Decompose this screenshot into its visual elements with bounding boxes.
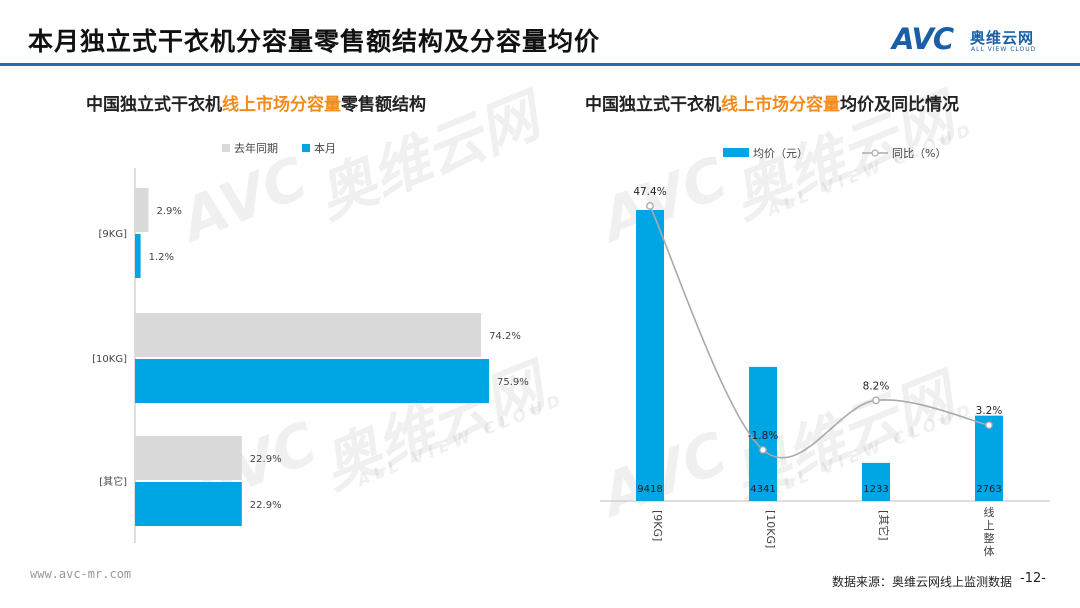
yoy-point — [985, 421, 993, 429]
category-label: [10KG] — [92, 354, 127, 365]
category-label: [9KG] — [99, 229, 128, 240]
right-chart-title: 中国独立式干衣机线上市场分容量均价及同比情况 — [585, 90, 959, 115]
legend-swatch-0 — [222, 144, 230, 152]
bar-this-month — [135, 359, 489, 403]
yoy-label: -1.8% — [748, 430, 778, 442]
left-share-chart: 去年同期 本月 [9KG] 2.9% 1.2% [10KG] 74.2% 75.9% [其它] 2… — [92, 141, 529, 543]
logo-cn: 奥维云网 — [970, 29, 1035, 47]
yoy-line — [649, 205, 990, 459]
yoy-label: 3.2% — [976, 405, 1003, 417]
category-label: [10KG] — [764, 510, 777, 548]
page-number: -12- — [1020, 571, 1046, 586]
yoy-point — [872, 396, 880, 405]
left-chart-title: 中国独立式干衣机线上市场分容量零售额结构 — [86, 90, 426, 115]
data-label: 2.9% — [157, 206, 182, 217]
bar-this-month — [135, 482, 242, 526]
data-label: 22.9% — [250, 500, 282, 511]
logo-en: ALL VIEW CLOUD — [971, 46, 1037, 53]
bar-value-label: 9418 — [637, 484, 662, 495]
bar-value-label: 1233 — [863, 484, 888, 495]
price-bar — [975, 415, 1003, 501]
yoy-point — [646, 202, 654, 210]
logo-mark: AVC — [892, 22, 954, 56]
bar-this-month — [135, 234, 141, 278]
bar-last-year — [135, 436, 242, 480]
data-label: 75.9% — [497, 377, 529, 388]
data-label: 22.9% — [250, 454, 282, 465]
header-divider — [0, 63, 1080, 66]
yoy-point — [759, 446, 767, 454]
category-label: 线上整体 — [984, 505, 995, 558]
left-title-highlight: 线上市场分容量 — [222, 95, 341, 115]
legend-label-line: 同比（%） — [892, 147, 946, 160]
right-title-highlight: 线上市场分容量 — [721, 95, 840, 115]
legend-swatch-1 — [302, 144, 310, 152]
legend-label-0: 去年同期 — [234, 141, 278, 155]
category-label: [9KG] — [651, 510, 664, 541]
data-label: 1.2% — [149, 252, 174, 263]
avc-logo: AVC 奥维云网 ALL VIEW CLOUD — [892, 24, 1062, 58]
page-title: 本月独立式干衣机分容量零售额结构及分容量均价 — [28, 27, 601, 56]
data-label: 74.2% — [489, 331, 521, 342]
right-title-post: 均价及同比情况 — [840, 95, 959, 115]
price-bar — [749, 366, 777, 501]
bar-value-label: 2763 — [976, 484, 1001, 495]
bar-last-year — [135, 313, 482, 357]
left-title-pre: 中国独立式干衣机 — [86, 95, 222, 115]
right-title-pre: 中国独立式干衣机 — [585, 95, 721, 115]
footer-source: 数据来源：奥维云网线上监测数据 — [832, 575, 1013, 589]
legend-swatch-marker — [871, 149, 879, 157]
yoy-label: 8.2% — [863, 380, 890, 392]
legend-swatch-bar — [723, 148, 749, 157]
yoy-label: 47.4% — [633, 186, 666, 198]
price-bar — [636, 210, 664, 501]
legend-label-1: 本月 — [314, 141, 336, 155]
legend-label-bar: 均价（元） — [753, 147, 808, 160]
category-label: [其它] — [877, 510, 891, 541]
footer-url: www.avc-mr.com — [30, 567, 132, 581]
category-label: [其它] — [99, 475, 127, 488]
price-bar — [862, 462, 890, 501]
bar-last-year — [135, 188, 149, 232]
bar-value-label: 4341 — [750, 484, 775, 495]
left-title-post: 零售额结构 — [341, 95, 426, 115]
